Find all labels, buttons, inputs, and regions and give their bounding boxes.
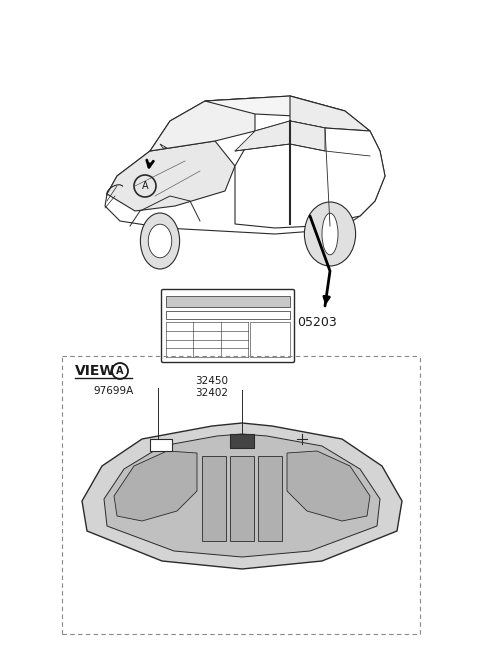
Ellipse shape — [148, 224, 172, 258]
Bar — [166, 296, 290, 307]
Polygon shape — [235, 121, 385, 228]
Polygon shape — [150, 98, 255, 151]
Text: 97699A: 97699A — [93, 386, 133, 396]
Polygon shape — [235, 121, 290, 151]
Bar — [250, 322, 290, 357]
Polygon shape — [205, 96, 345, 116]
FancyBboxPatch shape — [161, 289, 295, 363]
Polygon shape — [105, 96, 385, 234]
Text: A: A — [116, 366, 124, 376]
Bar — [230, 434, 254, 448]
Text: 32450: 32450 — [195, 376, 228, 386]
Polygon shape — [160, 144, 167, 148]
Polygon shape — [230, 456, 254, 541]
Polygon shape — [107, 141, 235, 211]
Text: 05203: 05203 — [297, 316, 337, 329]
Polygon shape — [287, 451, 370, 521]
Polygon shape — [258, 456, 282, 541]
Text: A: A — [142, 181, 148, 191]
Bar — [150, 439, 172, 451]
Polygon shape — [104, 434, 380, 557]
Text: 32402: 32402 — [195, 388, 228, 398]
Polygon shape — [202, 456, 226, 541]
Polygon shape — [290, 96, 370, 131]
Ellipse shape — [304, 202, 356, 266]
Bar — [166, 311, 290, 319]
Text: VIEW: VIEW — [75, 364, 116, 378]
Polygon shape — [290, 121, 325, 151]
Ellipse shape — [322, 213, 338, 255]
Polygon shape — [82, 423, 402, 569]
Polygon shape — [114, 451, 197, 521]
Ellipse shape — [140, 213, 180, 269]
